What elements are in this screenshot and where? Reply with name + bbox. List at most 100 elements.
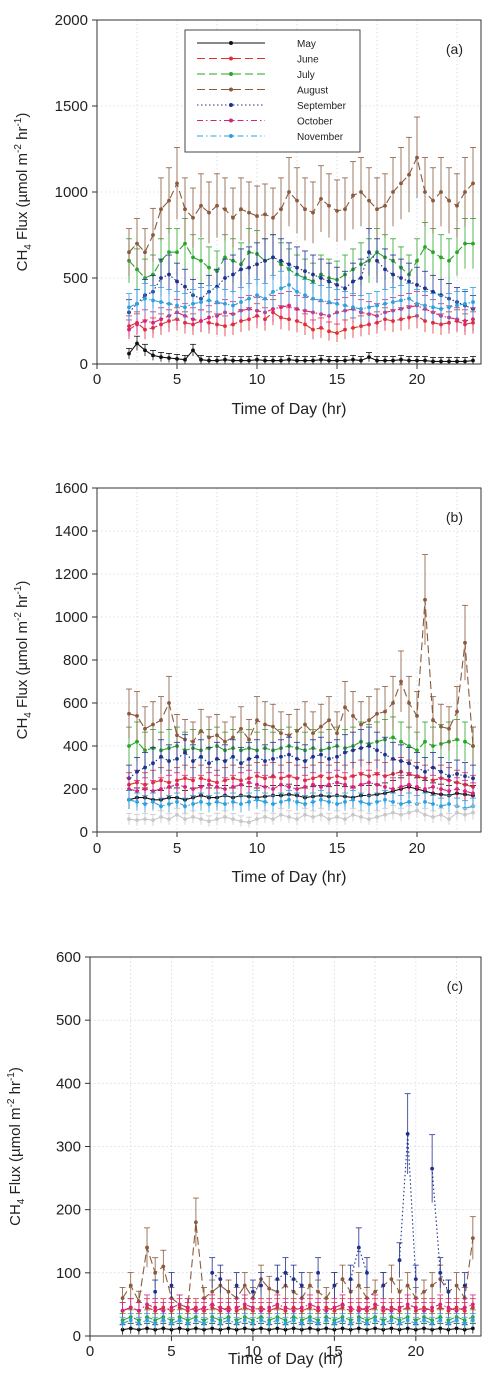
- data-point: [127, 250, 131, 255]
- data-point: [335, 731, 339, 735]
- data-point: [161, 1308, 166, 1313]
- data-point: [415, 784, 419, 789]
- data-point: [431, 765, 435, 770]
- data-point: [356, 1326, 361, 1331]
- data-point: [218, 1277, 223, 1282]
- series-october: [126, 769, 476, 804]
- data-point: [359, 815, 363, 819]
- data-point: [463, 190, 467, 194]
- data-point: [169, 1283, 174, 1288]
- data-point: [319, 276, 323, 280]
- x-tick-label: 15: [329, 371, 346, 388]
- data-point: [367, 305, 371, 310]
- data-point: [295, 757, 299, 761]
- data-point: [327, 279, 331, 284]
- data-point: [430, 1327, 435, 1332]
- data-point: [319, 752, 323, 757]
- legend-marker: [229, 118, 233, 123]
- data-point: [413, 1327, 418, 1332]
- data-point: [175, 303, 179, 308]
- data-point: [120, 1296, 125, 1300]
- x-tick-label: 10: [245, 1343, 262, 1360]
- data-point: [234, 1283, 239, 1288]
- data-point: [375, 358, 379, 363]
- data-point: [423, 245, 427, 249]
- data-point: [295, 307, 299, 311]
- data-point: [167, 250, 171, 255]
- data-point: [389, 1318, 394, 1323]
- legend-marker: [229, 56, 233, 61]
- data-point: [199, 203, 203, 208]
- data-point: [191, 215, 195, 220]
- data-point: [351, 305, 355, 310]
- data-point: [279, 812, 283, 817]
- data-point: [242, 1302, 247, 1307]
- data-point: [267, 1321, 272, 1326]
- data-point: [215, 800, 219, 804]
- data-point: [311, 296, 315, 301]
- data-point: [365, 1270, 369, 1275]
- data-point: [340, 1326, 345, 1331]
- data-point: [231, 784, 235, 789]
- data-point: [193, 1318, 198, 1323]
- data-point: [175, 733, 179, 738]
- series-november: [126, 266, 476, 323]
- data-point: [127, 327, 131, 332]
- data-point: [373, 1302, 378, 1307]
- data-point: [295, 198, 299, 203]
- data-point: [335, 358, 339, 363]
- data-point: [455, 303, 459, 308]
- series-november: [126, 790, 476, 817]
- data-point: [455, 787, 459, 791]
- data-point: [287, 815, 291, 819]
- x-tick-label: 0: [86, 1343, 94, 1360]
- data-point: [242, 1326, 247, 1331]
- data-point: [247, 358, 251, 363]
- data-point: [287, 190, 291, 194]
- data-point: [191, 348, 195, 353]
- data-point: [151, 800, 155, 804]
- data-point: [210, 1318, 215, 1323]
- data-point: [275, 1277, 280, 1282]
- data-point: [327, 203, 331, 208]
- data-point: [340, 1318, 345, 1323]
- data-point: [239, 761, 243, 766]
- data-point: [471, 358, 475, 363]
- data-point: [210, 1326, 215, 1331]
- data-point: [308, 1302, 312, 1307]
- data-point: [335, 754, 339, 759]
- data-point: [279, 286, 283, 291]
- data-point: [381, 1305, 386, 1310]
- data-point: [423, 800, 427, 804]
- data-point: [463, 812, 467, 817]
- data-point: [373, 1318, 378, 1323]
- data-point: [439, 255, 443, 260]
- data-point: [135, 341, 139, 346]
- data-point: [415, 282, 419, 287]
- data-point: [413, 1305, 418, 1310]
- data-point: [255, 293, 259, 298]
- data-point: [223, 787, 227, 791]
- data-point: [226, 1318, 231, 1323]
- data-point: [255, 782, 259, 787]
- data-point: [145, 1245, 149, 1250]
- data-point: [351, 797, 355, 802]
- x-tick-label: 5: [167, 1343, 175, 1360]
- data-point: [135, 241, 139, 246]
- data-point: [332, 1327, 337, 1332]
- data-point: [207, 761, 211, 766]
- x-tick-label: 5: [173, 840, 181, 857]
- data-point: [324, 1326, 329, 1331]
- data-point: [405, 1318, 410, 1323]
- data-point: [455, 359, 459, 364]
- x-tick-label: 20: [409, 371, 426, 388]
- data-point: [367, 744, 371, 748]
- data-point: [259, 1318, 263, 1323]
- data-point: [128, 1326, 133, 1331]
- data-point: [319, 298, 323, 303]
- series-line: [128, 155, 474, 254]
- series-line: [128, 342, 474, 362]
- data-point: [470, 1302, 475, 1307]
